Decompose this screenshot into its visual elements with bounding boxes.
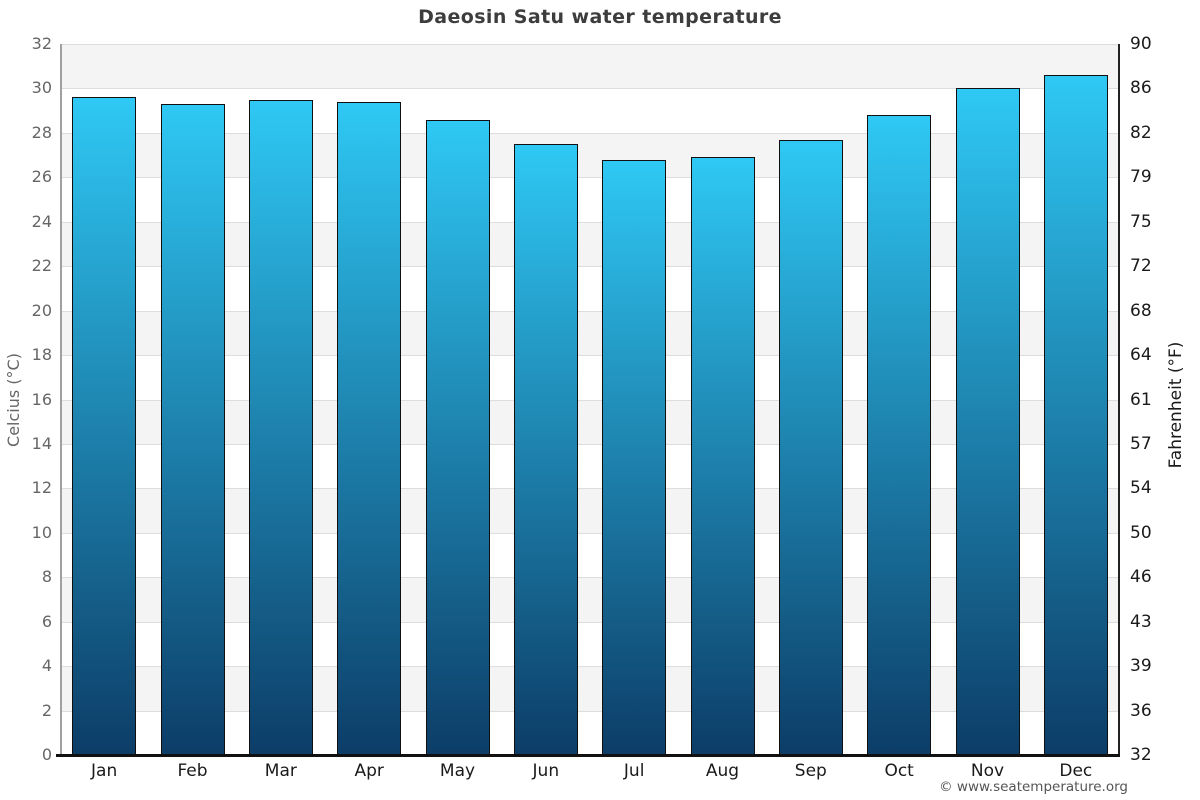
celsius-tick-label: 20: [31, 300, 52, 320]
gridline: [60, 44, 1120, 45]
fahrenheit-tick-label: 36: [1130, 700, 1152, 721]
month-label-apr: Apr: [354, 761, 384, 781]
celsius-tick-label: 6: [41, 611, 52, 631]
copyright-text: © www.seatemperature.org: [939, 779, 1128, 795]
grid-band: [60, 44, 1120, 89]
bar-sep: [778, 139, 843, 755]
gridline: [60, 666, 1120, 668]
bar-jul: [602, 159, 667, 755]
fahrenheit-tick-label: 54: [1130, 478, 1152, 499]
grid-band: [60, 399, 1120, 444]
gridline: [60, 488, 1120, 490]
gridline: [60, 132, 1120, 134]
right-axis-line: [1118, 44, 1120, 757]
fahrenheit-tick-label: 75: [1130, 211, 1152, 232]
month-label-oct: Oct: [884, 761, 914, 781]
month-label-jun: Jun: [532, 761, 560, 781]
bar-jan: [72, 97, 137, 755]
fahrenheit-tick-label: 79: [1130, 167, 1152, 188]
celsius-tick-label: 26: [31, 167, 52, 187]
month-label-dec: Dec: [1059, 761, 1093, 781]
bar-jun: [513, 143, 578, 755]
bar-nov: [955, 88, 1020, 755]
grid-band: [60, 221, 1120, 267]
gridline: [60, 710, 1120, 712]
gridline: [60, 621, 1120, 623]
fahrenheit-tick-label: 72: [1130, 256, 1152, 277]
fahrenheit-tick-label: 90: [1130, 34, 1152, 54]
celsius-tick-label: 16: [31, 389, 52, 409]
grid-band: [60, 488, 1120, 533]
fahrenheit-tick-label: 46: [1130, 567, 1152, 588]
gridline: [60, 443, 1120, 445]
x-axis-line: [56, 754, 1120, 757]
month-label-feb: Feb: [177, 761, 208, 781]
fahrenheit-tick-label: 82: [1130, 122, 1152, 143]
bar-feb: [160, 103, 225, 755]
gridline: [60, 177, 1120, 179]
bar-dec: [1043, 75, 1108, 755]
month-label-sep: Sep: [794, 761, 827, 781]
celsius-tick-label: 0: [41, 745, 52, 764]
celsius-tick-label: 28: [31, 122, 52, 142]
bar-aug: [690, 157, 755, 755]
month-label-aug: Aug: [705, 761, 740, 781]
grid-band: [60, 132, 1120, 178]
fahrenheit-tick-label: 68: [1130, 300, 1152, 321]
celsius-tick-label: 10: [31, 522, 52, 542]
grid-band: [60, 532, 1120, 578]
gridline: [60, 221, 1120, 223]
fahrenheit-tick-label: 64: [1130, 345, 1152, 366]
fahrenheit-tick-label: 61: [1130, 389, 1152, 410]
grid-band: [60, 88, 1120, 133]
gridline: [60, 355, 1120, 357]
celsius-tick-label: 30: [31, 78, 52, 98]
fahrenheit-tick-label: 57: [1130, 433, 1152, 454]
gridline: [60, 532, 1120, 534]
plot-area: [60, 44, 1120, 755]
grid-band: [60, 177, 1120, 222]
grid-band: [60, 355, 1120, 400]
month-label-nov: Nov: [970, 761, 1005, 781]
grid-band: [60, 577, 1120, 622]
celsius-tick-label: 2: [41, 700, 52, 720]
month-label-may: May: [439, 761, 476, 781]
grid-band: [60, 710, 1120, 755]
gridline: [60, 88, 1120, 90]
chart-title: Daeosin Satu water temperature: [418, 6, 782, 28]
grid-band: [60, 266, 1120, 311]
celsius-tick-label: 24: [31, 211, 52, 231]
month-label-jul: Jul: [623, 761, 645, 781]
gridline: [60, 266, 1120, 268]
left-axis-line: [60, 44, 62, 757]
bar-apr: [337, 101, 402, 755]
fahrenheit-tick-label: 39: [1130, 656, 1152, 677]
month-label-jan: Jan: [91, 761, 118, 781]
grid-band: [60, 621, 1120, 667]
bar-mar: [248, 99, 313, 755]
fahrenheit-tick-label: 50: [1130, 522, 1152, 543]
celsius-tick-label: 4: [41, 656, 52, 676]
fahrenheit-tick-label: 86: [1130, 78, 1152, 99]
month-label-mar: Mar: [264, 761, 297, 781]
grid-band: [60, 443, 1120, 489]
fahrenheit-tick-label: 43: [1130, 611, 1152, 632]
grid-band: [60, 666, 1120, 711]
bar-may: [425, 119, 490, 755]
fahrenheit-tick-label: 32: [1130, 745, 1152, 765]
gridline: [60, 310, 1120, 312]
celsius-tick-label: 14: [31, 433, 52, 453]
celsius-tick-label: 12: [31, 478, 52, 498]
celsius-tick-label: 32: [31, 34, 52, 53]
celsius-tick-label: 22: [31, 256, 52, 276]
celsius-tick-label: 18: [31, 345, 52, 365]
gridline: [60, 399, 1120, 401]
celsius-tick-label: 8: [41, 567, 52, 587]
gridline: [60, 577, 1120, 579]
bar-oct: [867, 115, 932, 755]
grid-band: [60, 310, 1120, 356]
